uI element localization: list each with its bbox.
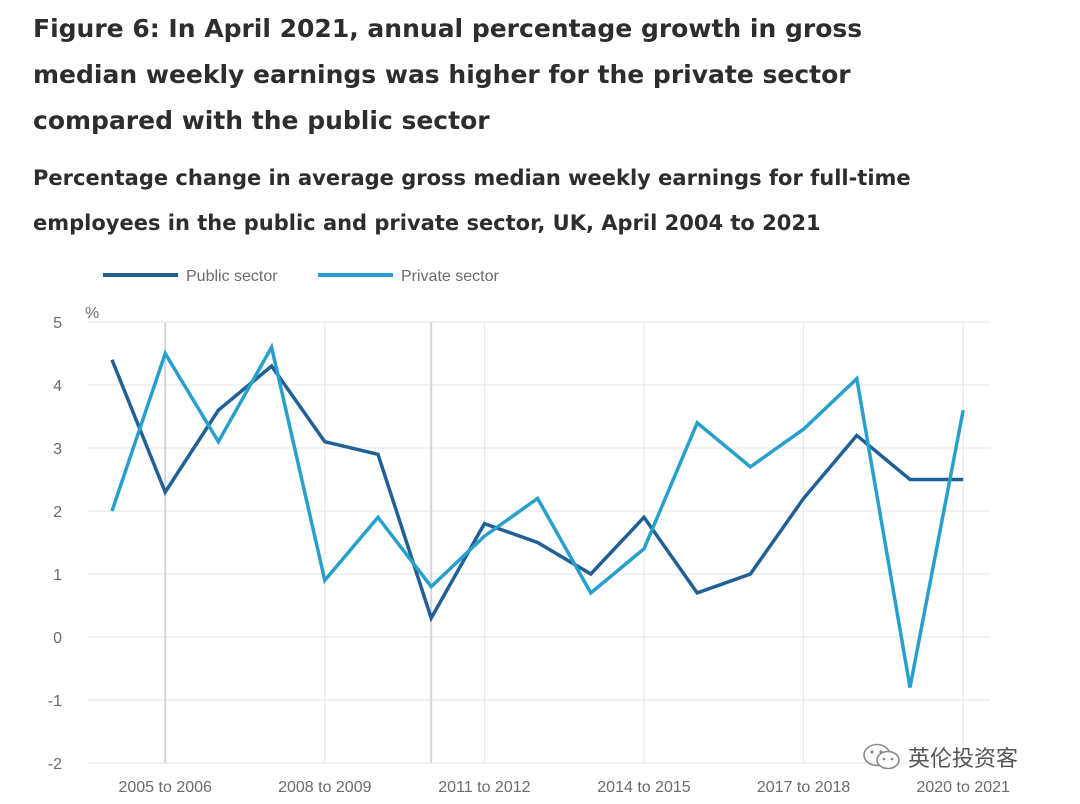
y-tick-label: 3 [53,441,62,458]
y-tick-label: -2 [48,756,62,773]
series-lines [110,342,965,688]
y-tick-label: 4 [53,378,62,395]
x-tick-label: 2014 to 2015 [597,779,691,796]
x-tick-label: 2005 to 2006 [118,779,212,796]
x-axis: 2005 to 2006 2008 to 2009 2011 to 2012 2014… [118,779,1010,796]
legend: Public sector Private sector [103,268,499,285]
y-axis-unit: % [85,305,99,322]
gridlines [88,321,990,764]
x-tick-label: 2017 to 2018 [757,779,851,796]
x-tick-label: 2008 to 2009 [278,779,372,796]
legend-label: Public sector [186,268,278,285]
chart-title: Figure 6: In April 2021, annual percenta… [33,14,863,135]
y-tick-label: 5 [53,315,62,332]
y-tick-label: 0 [53,630,62,647]
y-tick-label: 2 [53,504,62,521]
x-tick-label: 2020 to 2021 [916,779,1010,796]
chart-subtitle: Percentage change in average gross media… [33,166,911,235]
y-axis: 5 4 3 2 1 0 -1 -2% [48,305,99,773]
y-tick-label: 1 [53,567,62,584]
x-tick-label: 2011 to 2012 [438,779,530,796]
watermark: 英伦投资客 [862,741,1018,773]
y-tick-label: -1 [48,693,62,710]
legend-label: Private sector [401,268,499,285]
series-line-private [110,342,965,688]
watermark-text: 英伦投资客 [908,747,1019,772]
wechat-icon [863,743,900,770]
